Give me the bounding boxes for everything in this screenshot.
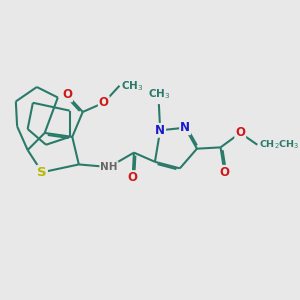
Text: CH$_3$: CH$_3$ <box>121 79 143 93</box>
Text: S: S <box>37 166 47 179</box>
Text: O: O <box>220 166 230 179</box>
Text: N: N <box>155 124 165 137</box>
Text: O: O <box>62 88 72 101</box>
Text: O: O <box>128 171 138 184</box>
Text: NH: NH <box>100 162 118 172</box>
Text: CH$_2$CH$_3$: CH$_2$CH$_3$ <box>259 139 299 151</box>
Text: O: O <box>99 96 109 109</box>
Text: CH$_3$: CH$_3$ <box>148 88 170 101</box>
Text: O: O <box>235 126 245 140</box>
Text: N: N <box>180 121 190 134</box>
